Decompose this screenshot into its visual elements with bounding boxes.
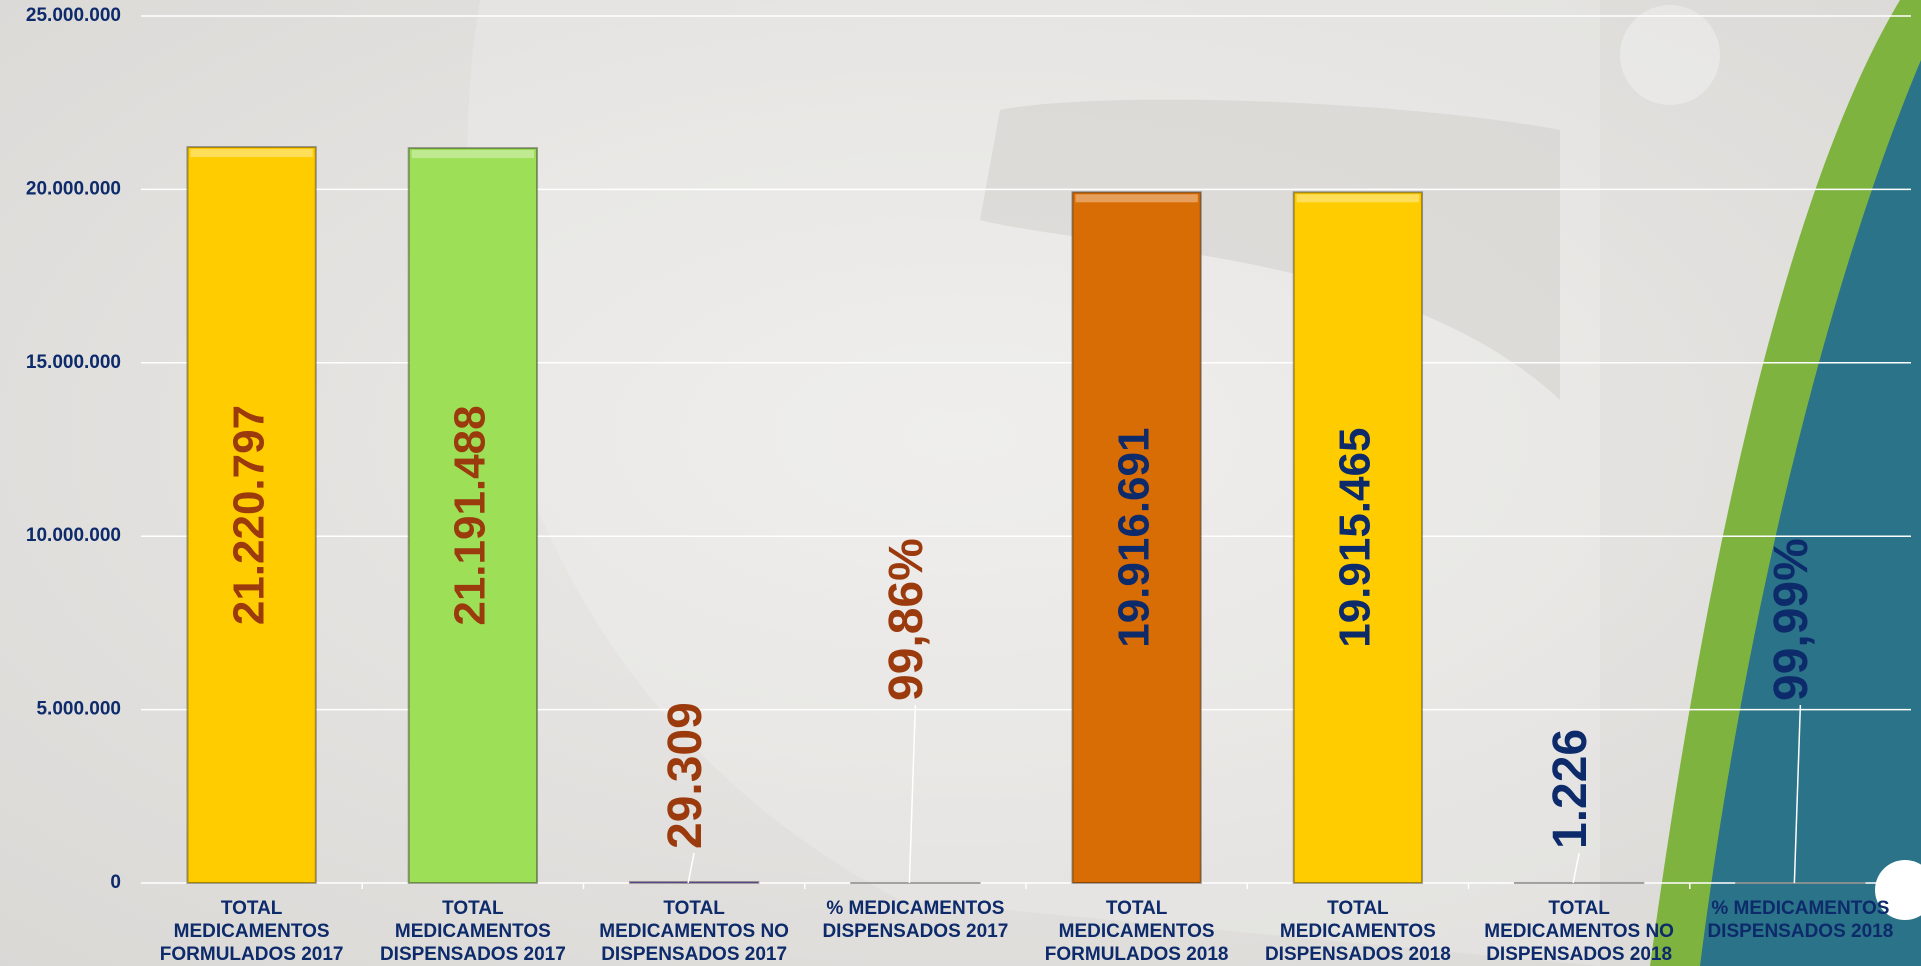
- x-tick-label: TOTAL MEDICAMENTOS FORMULADOS 2018: [1044, 898, 1229, 965]
- value-label: 29.309: [659, 702, 712, 849]
- bar: [1292, 191, 1424, 885]
- logo-dot: [1875, 860, 1921, 920]
- bar: [186, 146, 317, 885]
- y-tick-label: 20.000.000: [26, 178, 121, 199]
- y-tick-label: 0: [110, 872, 121, 893]
- bar: [628, 880, 760, 885]
- corner-teal: [1700, 60, 1921, 966]
- bar-highlight: [190, 149, 313, 158]
- background-swirl: [980, 99, 1560, 400]
- bar: [407, 147, 539, 884]
- leader-line: [1793, 704, 1802, 884]
- x-tick-label: TOTAL MEDICAMENTOS FORMULADOS 2017: [159, 898, 344, 965]
- x-tick-label: TOTAL MEDICAMENTOS NO DISPENSADOS 2018: [1484, 898, 1674, 965]
- value-label: 99,86%: [880, 538, 933, 701]
- y-tick-label: 15.000.000: [26, 352, 121, 373]
- leader-line: [687, 852, 695, 884]
- x-tick-label: TOTAL MEDICAMENTOS DISPENSADOS 2017: [379, 898, 566, 965]
- x-tick-label: TOTAL MEDICAMENTOS DISPENSADOS 2018: [1264, 898, 1451, 965]
- value-label: 21.220.797: [224, 405, 273, 625]
- value-label: 1.226: [1544, 729, 1597, 849]
- bar-highlight: [1075, 194, 1198, 203]
- bar: [1071, 191, 1202, 884]
- y-tick-label: 25.000.000: [26, 5, 121, 26]
- value-label: 19.916.691: [1109, 428, 1158, 648]
- value-label: 19.915.465: [1331, 428, 1380, 648]
- background-dot: [1620, 5, 1720, 105]
- leader-line: [908, 704, 917, 884]
- value-label: 21.191.488: [446, 405, 495, 625]
- bar-highlight: [1296, 194, 1420, 203]
- leader-line: [1572, 852, 1580, 884]
- value-label: 99,99%: [1765, 538, 1818, 701]
- x-tick-label: TOTAL MEDICAMENTOS NO DISPENSADOS 2017: [599, 898, 789, 965]
- x-tick-label: % MEDICAMENTOS DISPENSADOS 2017: [822, 898, 1009, 942]
- bar-highlight: [411, 150, 535, 159]
- x-tick-label: % MEDICAMENTOS DISPENSADOS 2018: [1707, 898, 1894, 942]
- y-tick-label: 10.000.000: [26, 525, 121, 546]
- y-tick-label: 5.000.000: [36, 699, 121, 720]
